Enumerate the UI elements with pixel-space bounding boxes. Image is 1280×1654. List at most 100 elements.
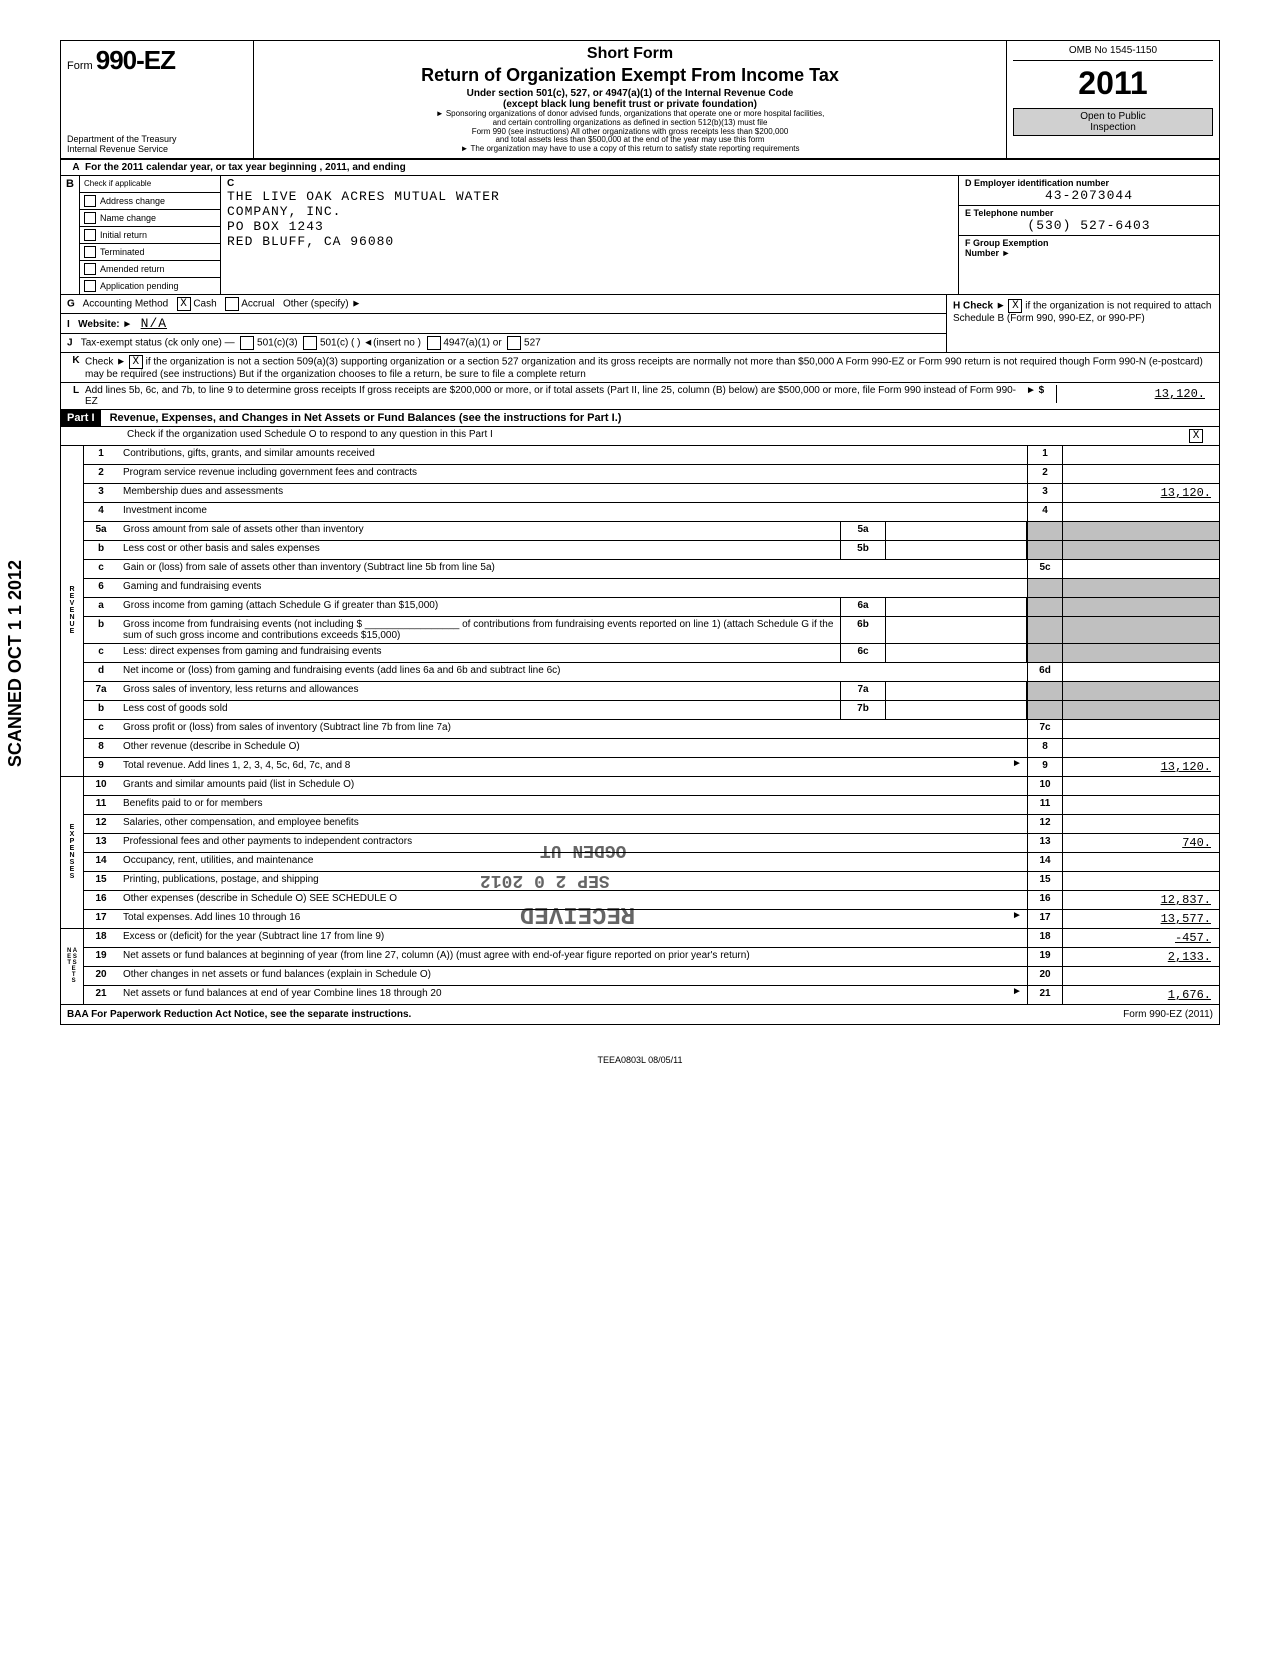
dept: Department of the Treasury [67, 134, 247, 144]
chk-k[interactable]: X [129, 355, 143, 369]
phone: (530) 527-6403 [965, 218, 1213, 233]
chk-scho[interactable]: X [1189, 429, 1203, 443]
line-h: H Check ► X if the organization is not r… [947, 295, 1219, 352]
line-num: c [84, 560, 118, 578]
chk-name[interactable]: Name change [80, 210, 220, 227]
chk-cash[interactable]: X [177, 297, 191, 311]
chk-initial[interactable]: Initial return [80, 227, 220, 244]
line-num: 19 [84, 948, 118, 966]
right-num: 13 [1027, 834, 1063, 852]
inspection: Inspection [1016, 122, 1210, 133]
right-num-shaded [1027, 598, 1063, 616]
line-num: 3 [84, 484, 118, 502]
address1: PO BOX 1243 [227, 219, 952, 234]
right-num: 5c [1027, 560, 1063, 578]
line-j: J Tax-exempt status (ck only one) — 501(… [61, 334, 946, 352]
line-desc: Excess or (deficit) for the year (Subtra… [118, 929, 1027, 947]
line-desc: Less: direct expenses from gaming and fu… [118, 644, 840, 662]
line-9: 9Total revenue. Add lines 1, 2, 3, 4, 5c… [84, 758, 1219, 776]
right-num-shaded [1027, 522, 1063, 540]
line-desc: Grants and similar amounts paid (list in… [118, 777, 1027, 795]
line-2: 2Program service revenue including gover… [84, 465, 1219, 484]
f-label: F Group Exemption [965, 238, 1213, 248]
right-num: 2 [1027, 465, 1063, 483]
line-num: b [84, 701, 118, 719]
right-num-shaded [1027, 644, 1063, 662]
right-num: 19 [1027, 948, 1063, 966]
line-num: 1 [84, 446, 118, 464]
line-d: dNet income or (loss) from gaming and fu… [84, 663, 1219, 682]
line-desc: Net assets or fund balances at beginning… [118, 948, 1027, 966]
line-a: aGross income from gaming (attach Schedu… [84, 598, 1219, 617]
line-desc: Other expenses (describe in Schedule O) … [118, 891, 1027, 909]
right-val: 1,676. [1063, 986, 1219, 1004]
mid-val [886, 682, 1027, 700]
line-desc: Gross amount from sale of assets other t… [118, 522, 840, 540]
header: Form 990-EZ Department of the Treasury I… [61, 40, 1219, 160]
right-num-shaded [1027, 617, 1063, 643]
footer-mid: TEEA0803L 08/05/11 [60, 1055, 1220, 1065]
line-l-value: 13,120. [1056, 385, 1213, 403]
right-val [1063, 720, 1219, 738]
address2: RED BLUFF, CA 96080 [227, 234, 952, 249]
right-val: -457. [1063, 929, 1219, 947]
chk-accrual[interactable] [225, 297, 239, 311]
mid-num: 6c [840, 644, 886, 662]
irs: Internal Revenue Service [67, 144, 247, 154]
e-label: E Telephone number [965, 208, 1213, 218]
line-desc: Program service revenue including govern… [118, 465, 1027, 483]
form-990ez: Form 990-EZ Department of the Treasury I… [60, 40, 1220, 1025]
chk-4947[interactable] [427, 336, 441, 350]
line-8: 8Other revenue (describe in Schedule O)8 [84, 739, 1219, 758]
line-desc: Total revenue. Add lines 1, 2, 3, 4, 5c,… [118, 758, 1012, 776]
line-14: 14Occupancy, rent, utilities, and mainte… [84, 853, 1219, 872]
mid-num: 5a [840, 522, 886, 540]
line-num: 4 [84, 503, 118, 521]
chk-501c3[interactable] [240, 336, 254, 350]
line-desc: Gaming and fundraising events [118, 579, 1027, 597]
org-name1: THE LIVE OAK ACRES MUTUAL WATER [227, 189, 952, 204]
line-num: d [84, 663, 118, 681]
mid-num: 7b [840, 701, 886, 719]
line-5a: 5aGross amount from sale of assets other… [84, 522, 1219, 541]
right-val [1063, 967, 1219, 985]
mid-val [886, 541, 1027, 559]
right-val-shaded [1063, 682, 1219, 700]
chk-h[interactable]: X [1008, 299, 1022, 313]
right-val [1063, 872, 1219, 890]
line-desc: Gross income from gaming (attach Schedul… [118, 598, 840, 616]
right-val: 740. [1063, 834, 1219, 852]
line-desc: Gain or (loss) from sale of assets other… [118, 560, 1027, 578]
line-b: bLess cost or other basis and sales expe… [84, 541, 1219, 560]
line-num: 13 [84, 834, 118, 852]
chk-527[interactable] [507, 336, 521, 350]
right-num-shaded [1027, 541, 1063, 559]
chk-pending[interactable]: Application pending [80, 278, 220, 294]
year: 2011 [1013, 65, 1213, 102]
line-b: bGross income from fundraising events (n… [84, 617, 1219, 644]
right-val [1063, 815, 1219, 833]
line-k: K Check ► X if the organization is not a… [61, 353, 1219, 383]
expenses-label: EXPENSES [61, 777, 84, 928]
right-val [1063, 560, 1219, 578]
part1-check: Check if the organization used Schedule … [61, 427, 1219, 446]
chk-terminated[interactable]: Terminated [80, 244, 220, 261]
line-num: a [84, 598, 118, 616]
line-3: 3Membership dues and assessments313,120. [84, 484, 1219, 503]
right-num: 3 [1027, 484, 1063, 502]
right-val [1063, 739, 1219, 757]
chk-amended[interactable]: Amended return [80, 261, 220, 278]
line-desc: Gross sales of inventory, less returns a… [118, 682, 840, 700]
line-7a: 7aGross sales of inventory, less returns… [84, 682, 1219, 701]
mid-val [886, 644, 1027, 662]
line-g: G Accounting Method X Cash Accrual Other… [61, 295, 946, 314]
right-num: 14 [1027, 853, 1063, 871]
chk-501c[interactable] [303, 336, 317, 350]
right-val-shaded [1063, 598, 1219, 616]
line-15: 15Printing, publications, postage, and s… [84, 872, 1219, 891]
revenue-group: REVENUE 1Contributions, gifts, grants, a… [61, 446, 1219, 776]
line-num: c [84, 720, 118, 738]
chk-address[interactable]: Address change [80, 193, 220, 210]
right-val [1063, 503, 1219, 521]
right-val-shaded [1063, 617, 1219, 643]
